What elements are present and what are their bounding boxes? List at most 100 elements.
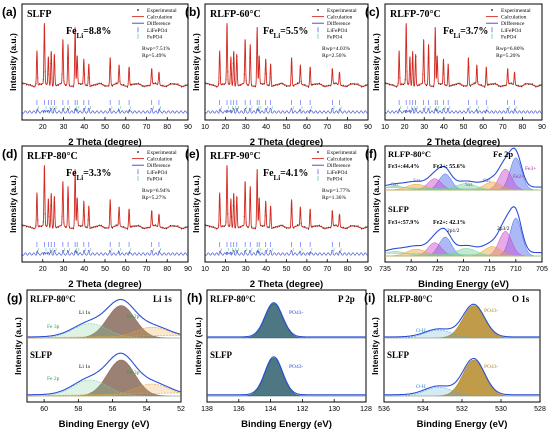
x-tick-label: 80 <box>344 266 352 273</box>
legend: ExperimentalCalculationDifferenceLiFePO4… <box>312 150 357 182</box>
legend-marker-experimental <box>491 9 493 11</box>
fe2-percent: Fe2+: 42.1% <box>433 220 466 226</box>
rp-label: Rp=5.49% <box>142 53 166 59</box>
sample-label: SLFP <box>30 350 53 360</box>
legend-entry: FePO4 <box>501 34 517 40</box>
fitted-peak <box>384 386 540 397</box>
x-tick-label: 50 <box>101 266 109 273</box>
x-axis-label: Binding Energy (eV) <box>59 419 150 430</box>
calculation-line <box>204 23 369 87</box>
experimental-point <box>296 224 299 226</box>
peak-label-fe3p: Fe 3p <box>127 370 140 376</box>
calculation-line <box>21 23 189 87</box>
x-tick-label: 80 <box>344 124 352 131</box>
x-tick-label: 60 <box>40 406 48 413</box>
x-tick-label: 60 <box>122 266 130 273</box>
panel-label: (b) <box>185 5 200 19</box>
envelope-curve <box>384 357 540 396</box>
y-axis-label: Intensity (a.u.) <box>191 175 201 233</box>
x-tick-label: 40 <box>440 124 448 131</box>
x-tick-label: 20 <box>221 266 229 273</box>
x-tick-label: 70 <box>323 124 331 131</box>
sample-label: RLFP-80°C <box>210 294 256 304</box>
sample-label: RLFP-80°C <box>387 294 433 304</box>
peak-label: Fe2+ <box>513 174 524 180</box>
legend-entry: Experimental <box>327 150 357 156</box>
difference-line <box>21 107 189 114</box>
panel-label: (f) <box>365 147 377 161</box>
y-axis-label: Intensity (a.u.) <box>191 33 201 91</box>
legend: ExperimentalCalculationDifferenceLiFePO4… <box>312 8 357 40</box>
x-tick-label: 90 <box>364 124 372 131</box>
calculation-line <box>204 165 369 229</box>
sample-title: RLFP-80°C <box>27 151 78 162</box>
peak-label-li1s: Li 1s <box>79 310 90 316</box>
legend-entry: Experimental <box>147 8 177 14</box>
panel-e: (e) 2 Theta (degree) Intensity (a.u.) 10 20 3… <box>185 145 372 290</box>
x-axis-label: 2 Theta (degree) <box>250 137 323 148</box>
envelope-curve <box>27 352 181 396</box>
fitted-peak <box>384 305 540 339</box>
x-tick-label: 10 <box>381 124 389 131</box>
legend-entry: Experimental <box>501 8 531 14</box>
x-tick-label: 20 <box>401 124 409 131</box>
x-tick-label: 138 <box>201 406 213 413</box>
x-tick-label: 528 <box>534 406 546 413</box>
core-level-label: Fe 2p <box>493 149 513 159</box>
x-tick-label: 20 <box>39 266 47 273</box>
envelope-curve <box>207 302 366 338</box>
x-tick-label: 50 <box>283 124 291 131</box>
peak-label-oh: O-H <box>416 328 426 334</box>
legend-entry: Calculation <box>147 15 173 21</box>
x-tick-label: 30 <box>60 266 68 273</box>
difference-line <box>204 107 369 114</box>
x-tick-label: 30 <box>60 124 68 131</box>
experimental-point <box>115 82 117 84</box>
fe3-percent: Fe3+:44.4% <box>388 164 419 170</box>
x-tick-label: 735 <box>379 266 391 273</box>
x-tick-label: 70 <box>499 124 507 131</box>
difference-line <box>384 107 543 114</box>
sample-label: SLFP <box>388 204 409 214</box>
fe-li-annotation: FeLi=3.7% <box>443 26 488 40</box>
x-tick-label: 50 <box>101 124 109 131</box>
peak-label-po4: PO43- <box>484 308 499 314</box>
envelope-curve <box>384 303 540 338</box>
panel-d: (d) 2 Theta (degree) Intensity (a.u.) 20 30 4… <box>2 145 192 290</box>
x-tick-label: 80 <box>163 124 171 131</box>
peak-label-li1s: Li 1s <box>79 364 90 370</box>
rwp-label: Rwp=4.03% <box>322 46 351 52</box>
x-tick-label: 58 <box>74 406 82 413</box>
legend-entry: Difference <box>501 20 525 27</box>
rp-label: Rp=5.27% <box>142 195 166 201</box>
rwp-label: Rwp=1.77% <box>322 188 351 194</box>
x-axis-label: 2 Theta (degree) <box>427 137 500 148</box>
fitted-peak <box>26 383 181 397</box>
x-tick-label: 30 <box>242 266 250 273</box>
peak-label: 2p3/2 <box>497 226 510 232</box>
x-tick-label: 40 <box>80 124 88 131</box>
x-tick-label: 730 <box>405 266 417 273</box>
plot-frame <box>206 289 367 403</box>
panel-c: (c) 2 Theta (degree) Intensity (a.u.) 10 20 3… <box>365 3 546 148</box>
peak-label-fe2p: Fe 2p <box>127 314 140 320</box>
legend-entry: LiFePO4 <box>147 170 167 176</box>
x-tick-label: 132 <box>297 406 309 413</box>
x-tick-label: 60 <box>122 124 130 131</box>
panel-label: (c) <box>365 5 380 19</box>
difference-line <box>21 249 189 256</box>
legend-entry: LiFePO4 <box>327 28 347 34</box>
x-tick-label: 536 <box>378 406 390 413</box>
sample-title: SLFP <box>27 9 51 20</box>
panel-h: (h) Binding Energy (eV) Intensity (a.u.) 13… <box>187 289 372 430</box>
x-tick-label: 530 <box>495 406 507 413</box>
envelope-curve <box>207 356 366 396</box>
peak-label: Fe3+ <box>525 166 536 172</box>
panel-i: (i) Binding Energy (eV) Intensity (a.u.) 53… <box>364 289 546 430</box>
panel-label: (g) <box>7 291 22 305</box>
legend-entry: Difference <box>147 20 171 27</box>
x-tick-label: 30 <box>242 124 250 131</box>
peak-label: 2p1/2 <box>447 228 460 234</box>
fitted-peak <box>384 359 540 397</box>
